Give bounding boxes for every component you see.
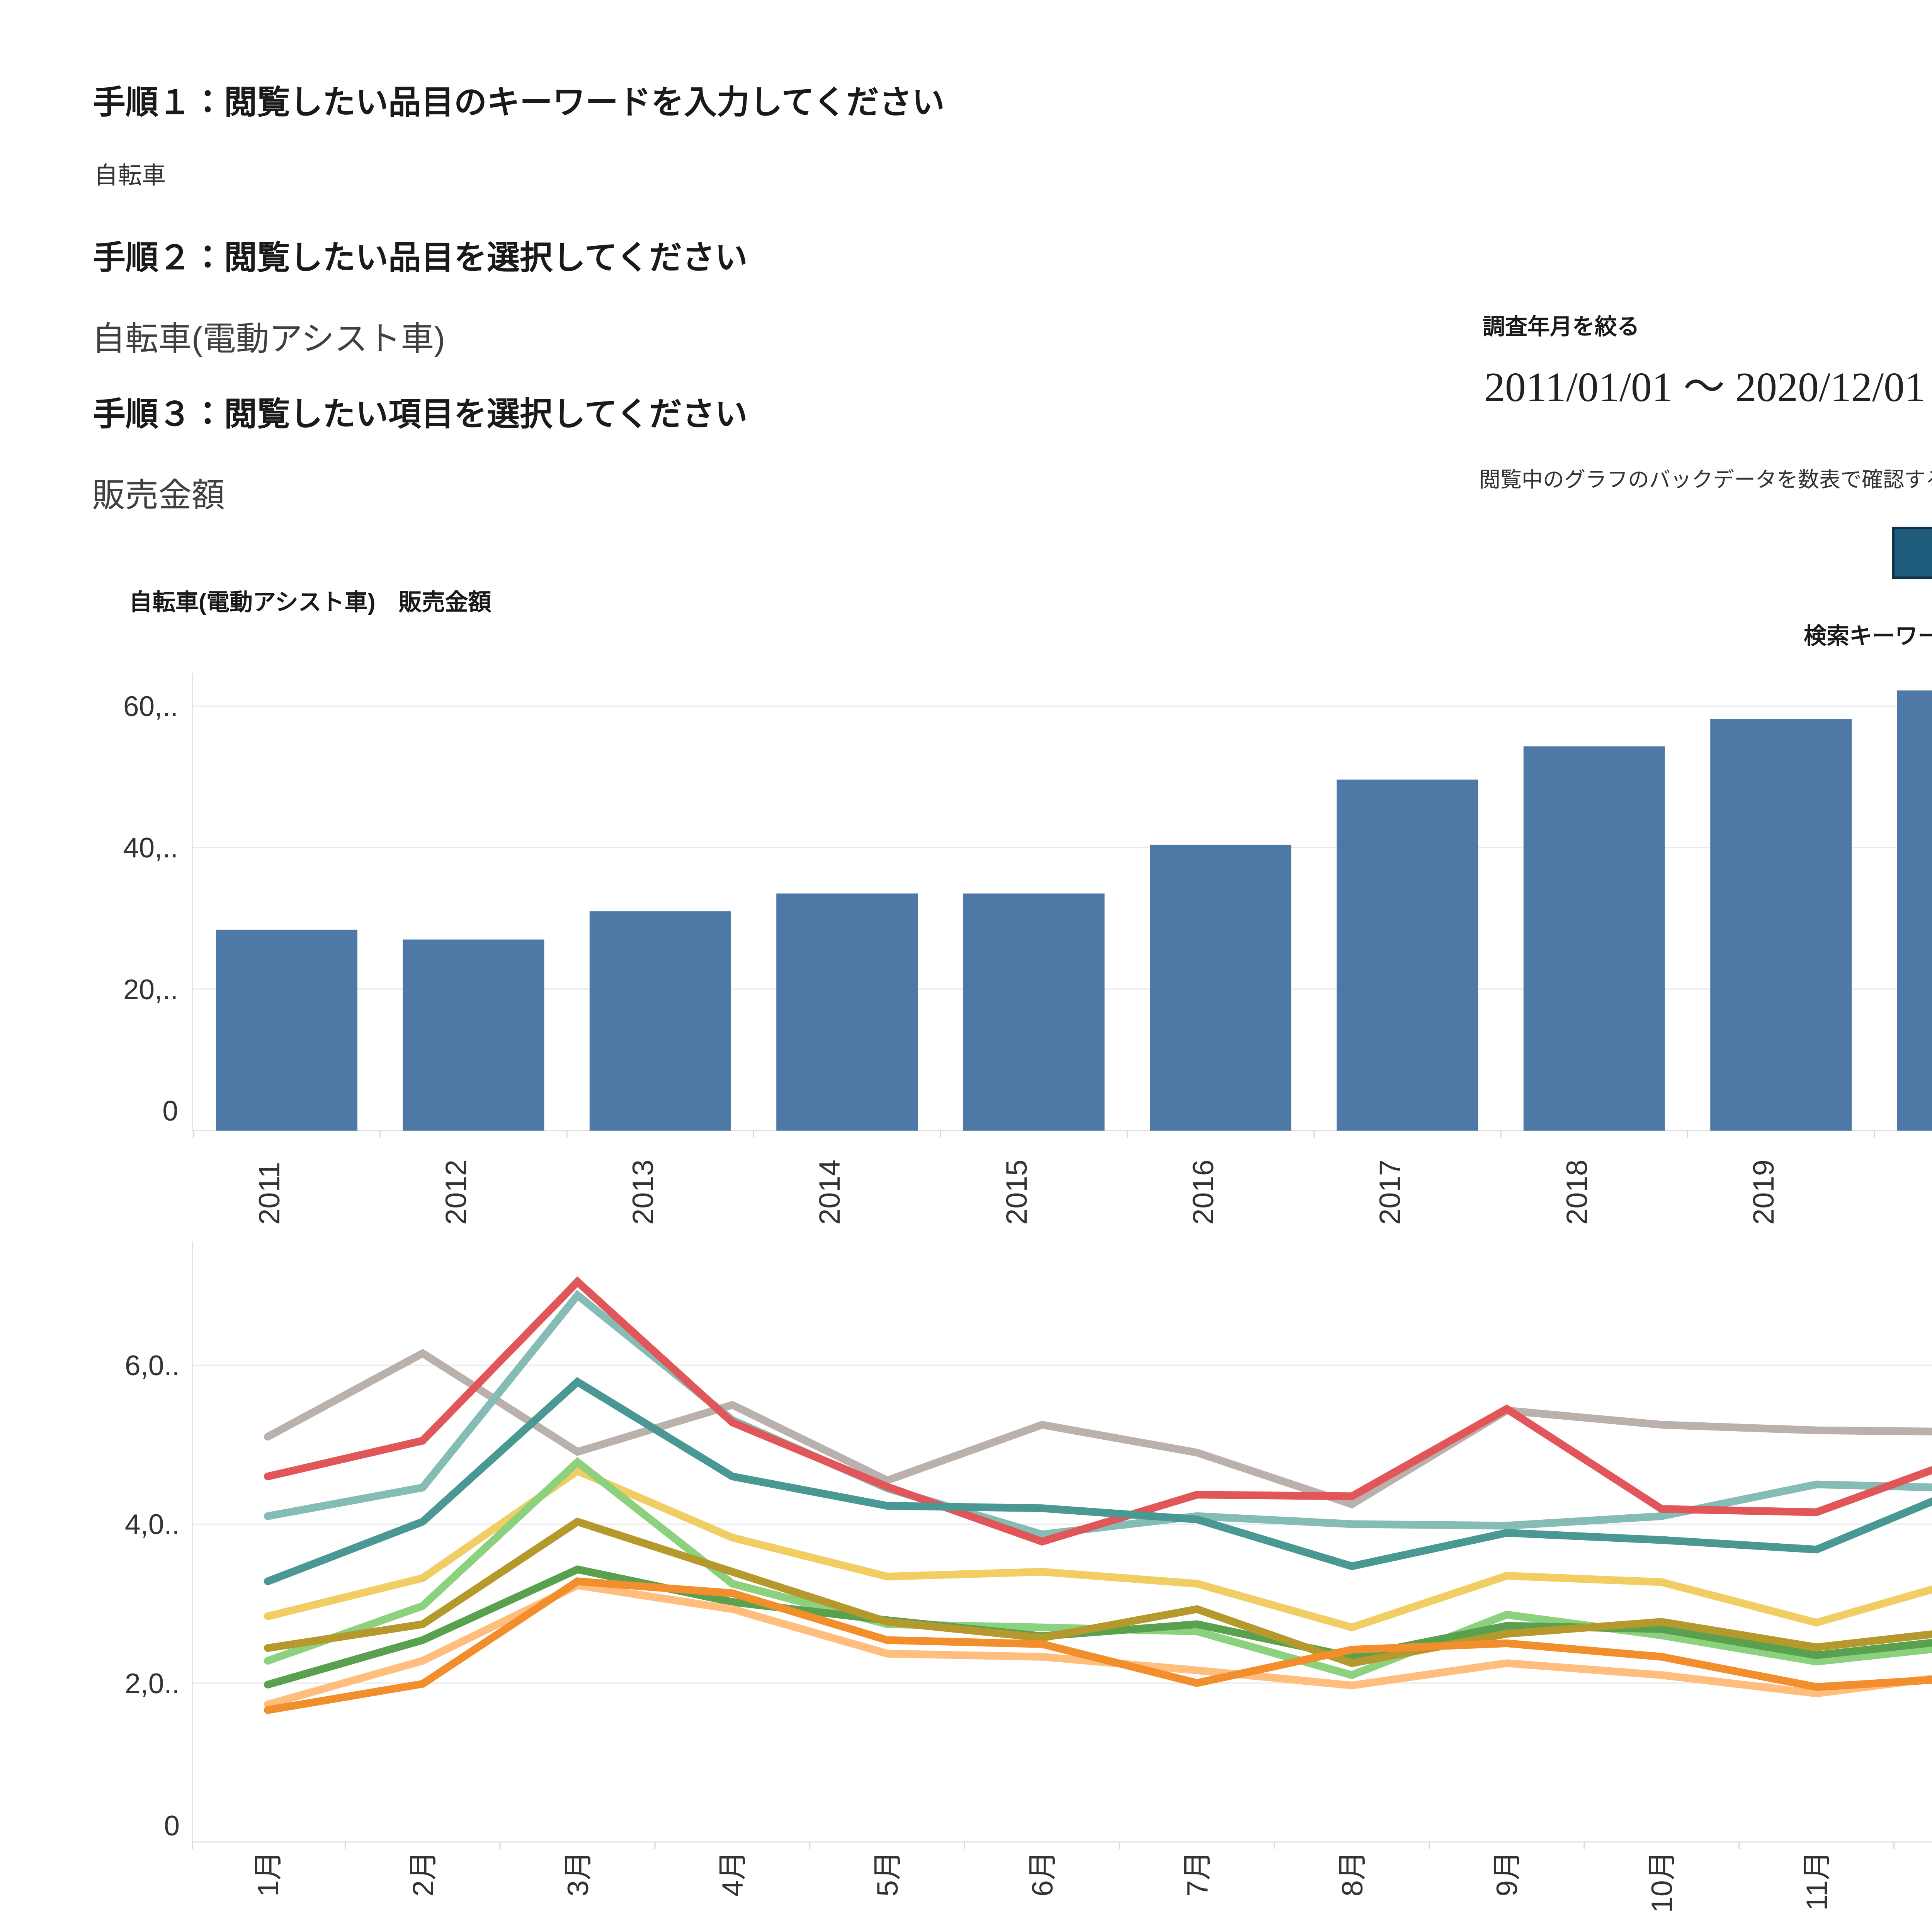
svg-text:5月: 5月 <box>871 1851 904 1896</box>
svg-text:0: 0 <box>164 1810 180 1842</box>
svg-text:6,0..: 6,0.. <box>125 1350 180 1381</box>
svg-text:2月: 2月 <box>407 1851 440 1896</box>
svg-text:0: 0 <box>162 1095 178 1127</box>
svg-text:11月: 11月 <box>1801 1851 1833 1911</box>
svg-text:2011: 2011 <box>253 1162 286 1225</box>
svg-text:7月: 7月 <box>1181 1851 1214 1896</box>
svg-text:9月: 9月 <box>1491 1851 1524 1896</box>
svg-text:2016: 2016 <box>1187 1160 1220 1225</box>
svg-text:20,..: 20,.. <box>123 974 178 1005</box>
svg-text:40,..: 40,.. <box>123 832 178 864</box>
svg-text:1月: 1月 <box>252 1851 285 1896</box>
svg-text:2015: 2015 <box>1000 1160 1033 1225</box>
svg-text:6月: 6月 <box>1026 1851 1059 1896</box>
svg-text:2018: 2018 <box>1561 1160 1594 1225</box>
svg-text:2,0..: 2,0.. <box>125 1668 180 1699</box>
svg-text:8月: 8月 <box>1336 1851 1369 1896</box>
svg-text:4月: 4月 <box>716 1851 749 1896</box>
svg-text:2012: 2012 <box>440 1160 473 1225</box>
svg-text:10月: 10月 <box>1646 1851 1679 1913</box>
svg-text:4,0..: 4,0.. <box>125 1509 180 1540</box>
svg-text:2014: 2014 <box>813 1160 846 1225</box>
svg-text:3月: 3月 <box>562 1851 595 1896</box>
svg-text:2017: 2017 <box>1374 1160 1406 1225</box>
svg-text:60,..: 60,.. <box>123 691 178 722</box>
svg-text:2013: 2013 <box>627 1160 660 1225</box>
svg-text:2019: 2019 <box>1747 1160 1780 1225</box>
